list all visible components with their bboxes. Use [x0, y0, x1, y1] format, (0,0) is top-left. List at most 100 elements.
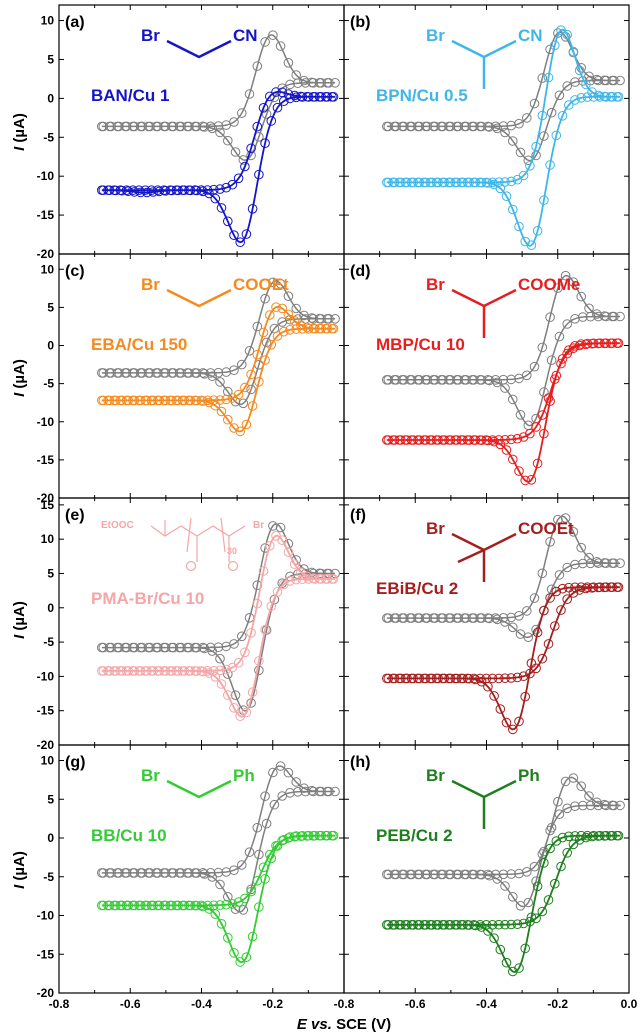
reference-data-point	[316, 78, 326, 88]
structure-ring	[227, 560, 239, 572]
reference-data-point	[229, 865, 239, 876]
series-data-point	[564, 345, 574, 355]
reference-data-point	[422, 869, 433, 880]
reference-data-point	[98, 121, 109, 132]
system-label-initiator: EBA	[91, 335, 127, 354]
y-tick-label: -20	[37, 247, 55, 261]
y-tick-label: 0	[47, 339, 54, 353]
series-data-point	[420, 673, 431, 684]
series-data-point	[570, 95, 580, 105]
series-data-point	[557, 832, 568, 843]
series-data-point	[279, 835, 289, 845]
reference-fit-line	[386, 515, 621, 639]
reference-data-point	[275, 522, 286, 533]
reference-data-point	[529, 98, 540, 109]
y-tick-label: -10	[37, 415, 55, 429]
series-data-point	[574, 65, 585, 76]
series-data-point	[279, 579, 289, 590]
series-data-point	[233, 389, 244, 400]
series-data-point	[601, 92, 611, 102]
panel-frame	[343, 744, 630, 994]
series-data-point	[140, 185, 151, 195]
series-data-point	[439, 673, 450, 684]
series-data-point	[179, 185, 189, 195]
system-label: PMA-Br/Cu 10	[91, 589, 204, 608]
series-data-point	[121, 185, 132, 195]
reference-data-point	[324, 78, 334, 88]
structure-label-left: EtOOC	[101, 520, 134, 531]
reference-data-point	[514, 118, 524, 129]
series-data-point	[396, 435, 406, 445]
reference-data-point	[229, 365, 239, 376]
series-data-point	[160, 666, 171, 676]
series-data-point	[501, 445, 512, 455]
reference-data-point	[500, 383, 510, 393]
series-data-point	[142, 395, 152, 406]
series-data-point	[216, 919, 227, 929]
series-data-point	[514, 716, 524, 727]
series-data-point	[240, 161, 250, 172]
series-data-point	[445, 920, 456, 930]
series-data-point	[543, 895, 554, 905]
reference-data-point	[308, 78, 319, 88]
series-data-point	[508, 724, 518, 735]
reference-data-point	[137, 121, 147, 132]
reference-data-point	[414, 613, 425, 623]
series-data-point	[167, 185, 177, 196]
series-data-point	[525, 428, 535, 439]
series-data-point	[123, 395, 133, 406]
reference-data-point	[508, 394, 518, 405]
series-data-point	[123, 186, 133, 196]
series-data-point	[328, 323, 339, 334]
series-data-point	[587, 831, 597, 842]
series-data-point	[518, 432, 529, 442]
system-label: BB/Cu 10	[91, 826, 167, 845]
series-data-point	[537, 410, 548, 420]
reference-data-point	[215, 127, 225, 138]
series-data-point	[215, 184, 225, 194]
y-tick-label: -15	[37, 453, 55, 467]
series-data-point	[303, 574, 314, 584]
series-data-point	[506, 434, 517, 445]
series-data-point	[221, 899, 231, 910]
reference-data-point	[576, 291, 587, 302]
reference-data-point	[476, 375, 487, 385]
reference-data-point	[430, 869, 440, 880]
series-data-point	[310, 92, 320, 102]
series-data-point	[581, 832, 591, 843]
reference-data-point	[106, 368, 116, 378]
series-data-point	[252, 121, 263, 132]
series-data-point	[433, 435, 443, 445]
series-data-point	[607, 582, 618, 593]
series-data-point	[383, 177, 394, 188]
reference-data-point	[293, 787, 303, 797]
series-data-point	[588, 830, 599, 841]
reference-data-point	[539, 387, 549, 397]
series-data-point	[545, 593, 555, 603]
y-tick-label: 0	[47, 601, 54, 615]
reference-data-point	[160, 642, 171, 653]
reference-data-point	[316, 786, 326, 797]
series-fit-line	[101, 534, 336, 718]
panel-tag: (b)	[350, 14, 370, 31]
reference-fit-line	[101, 34, 336, 161]
series-data-point	[252, 598, 263, 609]
reference-data-point	[275, 761, 286, 771]
reference-data-point	[537, 342, 548, 353]
series-data-point	[613, 582, 624, 593]
system-label: EBA/Cu 150	[91, 335, 187, 354]
panel-b: (b) Br CN BPN/Cu 0.5	[343, 4, 630, 255]
series-data-point	[328, 830, 339, 841]
system-label-initiator: BAN	[91, 86, 128, 105]
reference-data-point	[593, 800, 604, 811]
series-data-point	[196, 185, 207, 195]
molecule-structure: Br Ph	[426, 766, 540, 829]
series-data-point	[98, 395, 109, 406]
panel-tag: (d)	[350, 263, 370, 280]
reference-data-point	[308, 786, 319, 797]
series-data-point	[501, 957, 512, 968]
panel-tag: (g)	[65, 754, 85, 771]
plot-area	[97, 277, 340, 437]
reference-data-point	[500, 127, 510, 138]
reference-data-point	[184, 121, 194, 132]
